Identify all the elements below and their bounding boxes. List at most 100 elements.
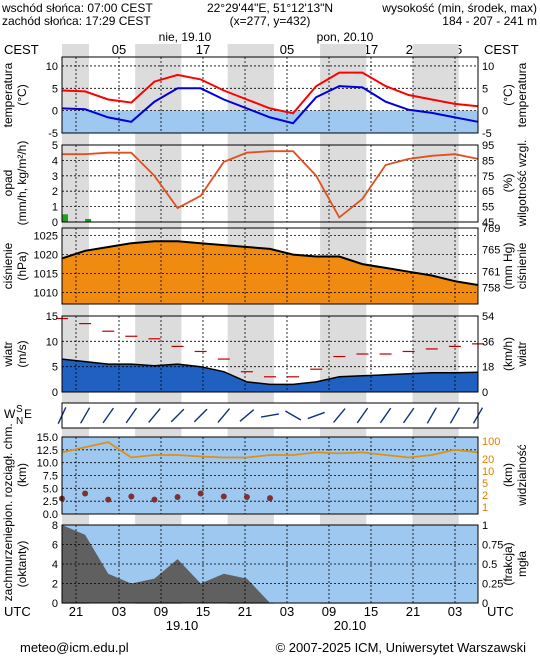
y-tick-label-right: 0.5 xyxy=(482,559,497,571)
y-tick-label: 5 xyxy=(52,140,58,152)
y-tick-label-right: 1 xyxy=(482,502,488,514)
right-unit-2: ciśnienie xyxy=(515,242,529,289)
right-unit-4: widzialność xyxy=(515,444,529,506)
y-tick-label-right: 20 xyxy=(482,454,494,466)
y-tick-label: 0 xyxy=(52,598,58,610)
left-unit-3: (m/s) xyxy=(15,340,29,367)
day1-top-label: nie, 19.10 xyxy=(159,30,212,44)
cloud-base-point xyxy=(82,490,89,497)
wind-arrow xyxy=(193,408,208,423)
pressure-area xyxy=(62,241,478,304)
wind-arrow xyxy=(217,408,231,423)
visibility-line xyxy=(61,441,479,459)
y-tick-label: 15.0 xyxy=(37,432,58,444)
y-tick-label-right: 65 xyxy=(482,186,494,198)
y-tick-label-right: 761 xyxy=(482,266,500,278)
panel-frame xyxy=(61,402,479,429)
wind-arrow xyxy=(102,407,114,424)
y-tick-label: 4 xyxy=(52,155,58,167)
y-tick-label: 1025 xyxy=(34,231,58,243)
wind-arrow xyxy=(379,407,392,424)
right-label-2: (mm Hg) xyxy=(501,243,515,290)
y-tick-label-right: 10 xyxy=(482,61,494,73)
right-label-1: (%) xyxy=(501,174,515,193)
right-label-3: (km/h) xyxy=(501,337,515,371)
y-tick-label: 1 xyxy=(52,202,58,214)
y-tick-label: 10.0 xyxy=(37,458,58,470)
left-label-1: opad xyxy=(1,170,15,197)
wind-arrow xyxy=(426,407,437,424)
cloud-base-point xyxy=(220,493,227,500)
y-tick-label-right: 0 xyxy=(482,387,488,399)
wind-arrow xyxy=(125,407,138,424)
utc-tick-label: 09 xyxy=(154,604,168,619)
pressure-panel: 1025 1020 1015 1010 769 765 761 758 xyxy=(34,223,500,305)
footer-email[interactable]: meteo@icm.edu.pl xyxy=(20,640,129,655)
left-unit-5: (oktanty) xyxy=(15,541,29,588)
wind-arrow xyxy=(284,410,302,421)
y-tick-label-right: 75 xyxy=(482,171,494,183)
utc-tick-label: 03 xyxy=(280,604,294,619)
cloud-base-point xyxy=(267,495,273,502)
utc-tick-label: 21 xyxy=(238,604,252,619)
wind-arrow xyxy=(239,409,255,422)
right-unit-0: temperatura xyxy=(515,62,529,127)
humidity-line xyxy=(62,150,479,219)
below-zero-area xyxy=(62,110,478,133)
grid-text: (x=277, y=432) xyxy=(230,14,311,28)
wind-arrow xyxy=(148,408,161,423)
footer-copyright: © 2007-2025 ICM, Uniwersytet Warszawski xyxy=(276,640,527,655)
y-tick-label: 15 xyxy=(46,311,58,323)
precip-bar xyxy=(85,218,92,222)
y-tick-label: 0 xyxy=(52,387,58,399)
cloud-base-point xyxy=(197,490,204,497)
y-tick-label: 0 xyxy=(52,106,58,118)
y-tick-label-right: 769 xyxy=(482,223,500,235)
dir-n: N xyxy=(16,416,23,427)
right-label-5: (frakcja) xyxy=(501,542,515,585)
pressure-line xyxy=(61,240,479,286)
wind-direction-panel xyxy=(57,402,484,429)
y-tick-label-right: 0 xyxy=(482,598,488,610)
wind-arrow xyxy=(307,411,325,420)
left-label-4: pion. rozciągł. chm. xyxy=(1,423,15,526)
y-tick-label-right: 10 xyxy=(482,466,494,478)
dir-s: S xyxy=(16,404,23,415)
left-label-0: temperatura xyxy=(1,62,15,127)
wind-arrow xyxy=(449,407,460,424)
utc-right: UTC xyxy=(487,604,514,619)
precip-bar xyxy=(62,214,68,222)
day2-bottom-label: 20.10 xyxy=(334,618,367,633)
y-tick-label: 1020 xyxy=(34,250,58,262)
wind-arrow xyxy=(261,413,279,418)
dir-w: W xyxy=(4,407,16,421)
wind-area xyxy=(62,359,478,392)
altitude-label: wysokość (min, środek, max) xyxy=(381,1,537,15)
tz-left: CEST xyxy=(4,42,39,57)
y-tick-label: 10 xyxy=(46,336,58,348)
precipitation-panel: 5 4 3 2 1 0 95 85 75 65 55 45 xyxy=(52,140,494,229)
panel-frame xyxy=(61,227,479,305)
y-tick-label-right: 0.75 xyxy=(482,540,503,552)
utc-tick-label: 15 xyxy=(364,604,378,619)
y-tick-label-right: 85 xyxy=(482,155,494,167)
y-tick-label: 5.0 xyxy=(43,483,58,495)
wind-arrow xyxy=(402,407,415,424)
cest-tick-label: 05 xyxy=(112,42,126,57)
sunrise-text: wschód słońca: 07:00 CEST xyxy=(1,1,153,15)
right-unit-3: wiatr xyxy=(515,341,529,367)
tz-right: CEST xyxy=(484,42,519,57)
utc-tick-label: 09 xyxy=(322,604,336,619)
left-label-5: zachmurzenie xyxy=(1,526,15,601)
y-tick-label: 0 xyxy=(52,217,58,229)
left-unit-4: (km) xyxy=(15,463,29,487)
left-unit-0: (°C) xyxy=(15,84,29,105)
y-tick-label: 2 xyxy=(52,186,58,198)
y-tick-label: 0.0 xyxy=(43,509,58,521)
y-tick-label: 5 xyxy=(52,83,58,95)
y-tick-label-right: 55 xyxy=(482,202,494,214)
left-label-3: wiatr xyxy=(1,341,15,367)
y-tick-label-right: 0.25 xyxy=(482,579,503,591)
y-tick-label-right: 18 xyxy=(482,362,494,374)
